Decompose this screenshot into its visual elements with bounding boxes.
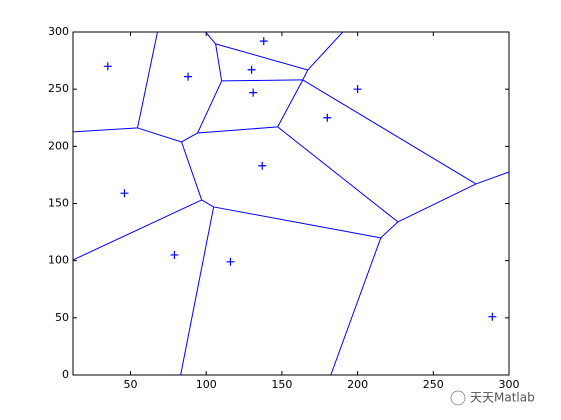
seed-point	[170, 250, 179, 259]
seed-point	[247, 65, 256, 74]
y-tick-label: 150	[48, 197, 69, 210]
voronoi-edge	[180, 206, 215, 376]
voronoi-edge	[137, 31, 158, 129]
seed-point	[258, 161, 267, 170]
voronoi-edge	[302, 79, 477, 185]
voronoi-edge	[330, 237, 382, 376]
x-tick-label: 50	[124, 378, 138, 391]
voronoi-edge	[181, 141, 203, 201]
y-tick-label: 200	[48, 139, 69, 152]
voronoi-edge	[201, 199, 214, 208]
voronoi-edge	[277, 126, 399, 223]
voronoi-edge	[197, 126, 278, 134]
y-tick-label: 300	[48, 25, 69, 38]
seed-point	[226, 257, 235, 266]
voronoi-edge	[277, 79, 304, 128]
x-tick-label: 250	[423, 378, 444, 391]
y-tick-label: 100	[48, 254, 69, 267]
voronoi-edge	[215, 43, 308, 71]
seed-point	[120, 189, 129, 198]
axes-box	[72, 31, 510, 376]
x-tick-label: 150	[271, 378, 292, 391]
voronoi-edge	[215, 43, 223, 82]
x-tick-label: 300	[499, 378, 520, 391]
voronoi-edge	[302, 69, 309, 81]
y-tick-label: 250	[48, 82, 69, 95]
seed-point	[259, 37, 268, 46]
voronoi-edge	[181, 132, 198, 143]
watermark-icon	[450, 390, 466, 406]
voronoi-edge	[205, 31, 216, 45]
voronoi-edge	[221, 79, 303, 82]
x-tick-label: 100	[196, 378, 217, 391]
seed-point	[103, 62, 112, 71]
seed-point	[323, 113, 332, 122]
voronoi-edge	[213, 206, 381, 239]
y-tick-label: 0	[62, 368, 69, 381]
voronoi-edge	[307, 31, 344, 71]
y-tick-label: 50	[55, 311, 69, 324]
voronoi-edge	[72, 199, 202, 261]
watermark: 天天Matlab	[470, 391, 535, 405]
seed-point	[353, 85, 362, 94]
seed-point	[184, 72, 193, 81]
seed-point	[249, 88, 258, 97]
voronoi-edge	[137, 127, 182, 143]
voronoi-edge	[72, 127, 138, 133]
seed-point	[488, 312, 497, 321]
voronoi-edge	[380, 221, 399, 239]
voronoi-edge	[197, 80, 223, 134]
x-tick-label: 200	[347, 378, 368, 391]
voronoi-edge	[397, 183, 477, 223]
voronoi-edge	[475, 171, 510, 185]
